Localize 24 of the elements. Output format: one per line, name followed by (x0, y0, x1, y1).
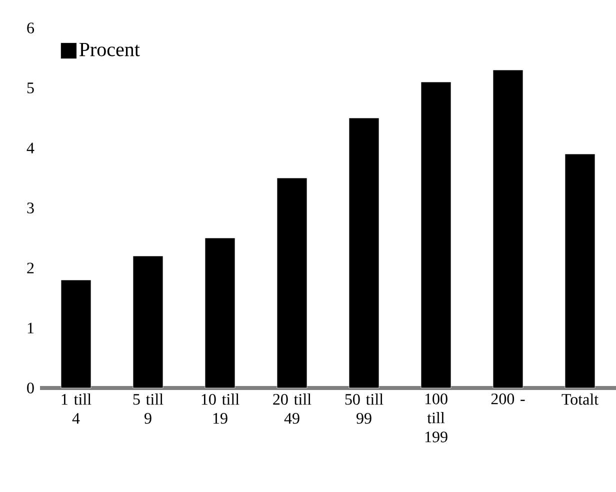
bar (564, 154, 596, 388)
x-tick-label: Totalt (562, 394, 598, 405)
bar (276, 178, 308, 388)
y-tick-label: 5 (27, 82, 34, 94)
x-tick-label: 10 till 19 (202, 394, 240, 424)
bar (204, 238, 236, 388)
y-tick-label: 1 (28, 322, 34, 334)
x-tick-label: 1 till 4 (62, 394, 92, 424)
bar (420, 82, 452, 388)
x-tick-label: 5 till 9 (133, 394, 164, 424)
y-tick-label: 6 (27, 22, 34, 34)
y-tick-label: 3 (27, 202, 34, 214)
bar (60, 280, 92, 388)
x-tick-label: 20 till 49 (273, 394, 312, 424)
legend-label: Procent (79, 42, 140, 56)
x-tick-label: 200 - (491, 394, 525, 404)
bar (348, 118, 380, 388)
x-tick-label: 100 till 199 (425, 394, 448, 442)
y-tick-label: 0 (27, 382, 34, 394)
y-tick-label: 4 (26, 142, 34, 154)
x-tick-label: 50 till 99 (345, 394, 384, 424)
bar (132, 256, 164, 388)
y-tick-label: 2 (27, 262, 34, 274)
bar (492, 70, 524, 388)
